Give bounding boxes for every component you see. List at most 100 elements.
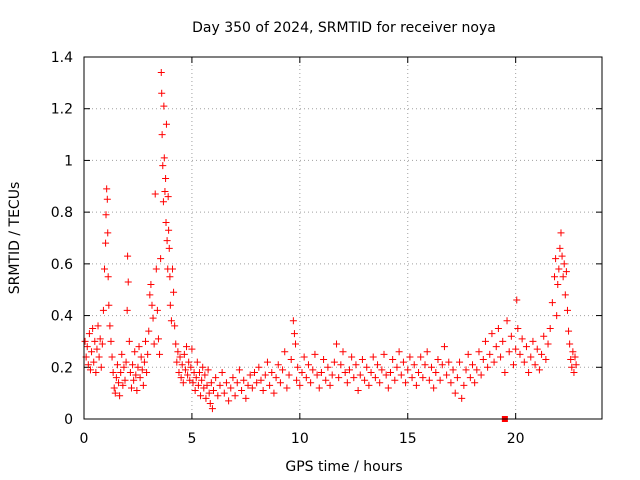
data-point: [162, 218, 170, 226]
data-point: [193, 358, 201, 366]
data-point: [266, 381, 274, 389]
data-point: [458, 394, 466, 402]
y-tick-label: 1.4: [51, 50, 73, 66]
data-point: [112, 374, 120, 382]
data-point: [477, 371, 485, 379]
data-point: [185, 358, 193, 366]
data-point: [168, 265, 176, 273]
y-tick-label: 0.4: [51, 309, 73, 325]
data-point: [542, 356, 550, 364]
data-point: [246, 371, 254, 379]
data-point: [89, 325, 97, 332]
data-point: [412, 381, 420, 389]
data-point: [553, 312, 561, 320]
data-point: [99, 306, 107, 314]
data-point: [172, 340, 180, 348]
data-point: [171, 322, 179, 330]
data-point: [503, 317, 511, 325]
data-point: [111, 389, 119, 397]
data-point: [551, 273, 559, 281]
data-point: [218, 368, 226, 376]
data-point: [317, 368, 325, 376]
data-point: [86, 366, 94, 374]
data-point: [512, 345, 520, 353]
data-point: [397, 371, 405, 379]
data-point: [567, 356, 575, 364]
x-axis-label: GPS time / hours: [285, 459, 402, 475]
data-point: [189, 379, 197, 387]
data-point: [154, 335, 162, 343]
data-point: [555, 265, 563, 273]
data-point: [157, 255, 165, 263]
data-point: [488, 330, 496, 338]
data-point: [293, 376, 301, 384]
data-point: [473, 366, 481, 374]
data-point: [164, 193, 172, 201]
data-point: [404, 366, 412, 374]
data-point: [242, 394, 250, 402]
plot-frame: [83, 56, 603, 420]
data-point: [475, 348, 483, 356]
data-point: [159, 198, 167, 206]
data-point: [163, 237, 171, 245]
data-point: [175, 368, 183, 376]
data-point: [202, 394, 210, 402]
data-point: [140, 358, 148, 366]
data-point: [166, 273, 174, 281]
data-point: [125, 337, 133, 345]
data-point: [281, 348, 289, 356]
data-point: [126, 368, 134, 376]
data-point: [449, 366, 457, 374]
data-point: [499, 337, 507, 345]
data-point: [378, 366, 386, 374]
data-point: [143, 368, 151, 376]
data-point: [153, 306, 161, 314]
data-point: [479, 356, 487, 364]
data-point: [176, 353, 184, 361]
data-point: [181, 366, 189, 374]
data-point: [322, 376, 330, 384]
data-point: [510, 361, 518, 369]
data-point: [425, 376, 433, 384]
data-point: [207, 379, 215, 387]
data-point: [240, 376, 248, 384]
data-point: [231, 392, 239, 400]
data-point: [294, 363, 302, 371]
data-point: [365, 381, 373, 389]
data-point: [97, 363, 105, 371]
data-point: [135, 343, 143, 351]
data-point: [443, 371, 451, 379]
data-point: [350, 374, 358, 382]
data-point: [270, 389, 278, 397]
data-point: [451, 389, 459, 397]
data-point: [560, 260, 568, 268]
data-point: [106, 322, 114, 330]
data-point: [356, 371, 364, 379]
data-point: [102, 239, 110, 247]
data-point: [137, 353, 145, 361]
data-point: [147, 281, 155, 289]
data-point: [104, 273, 112, 281]
data-point: [432, 368, 440, 376]
data-point: [180, 350, 188, 358]
data-point: [178, 361, 186, 369]
data-point: [204, 366, 212, 374]
data-point: [259, 387, 267, 395]
x-tick-label: 20: [507, 431, 525, 447]
x-tick-label: 0: [80, 431, 89, 447]
data-point: [469, 361, 476, 369]
data-point: [562, 268, 570, 276]
data-point: [124, 252, 132, 260]
data-point: [518, 335, 526, 343]
data-point: [192, 374, 200, 382]
grid-lines: [84, 57, 602, 419]
data-point: [235, 366, 243, 374]
data-point: [527, 353, 535, 361]
data-point: [98, 340, 106, 348]
data-point: [268, 368, 276, 376]
data-point: [440, 343, 448, 351]
data-point: [121, 376, 129, 384]
data-point: [497, 353, 505, 361]
data-point: [244, 381, 252, 389]
